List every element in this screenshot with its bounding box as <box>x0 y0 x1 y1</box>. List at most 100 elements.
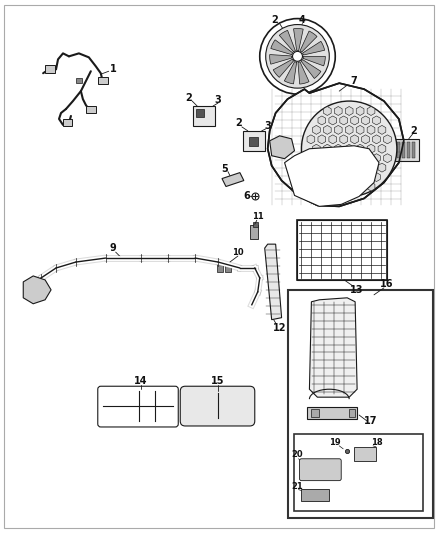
Polygon shape <box>345 107 353 116</box>
Text: 6: 6 <box>244 191 250 201</box>
Bar <box>98 77 108 84</box>
Polygon shape <box>378 125 386 134</box>
Polygon shape <box>367 163 375 172</box>
Polygon shape <box>323 107 331 116</box>
Polygon shape <box>298 62 309 84</box>
Polygon shape <box>378 163 386 172</box>
Bar <box>217 264 223 272</box>
Polygon shape <box>356 125 364 134</box>
Bar <box>407 142 410 158</box>
Polygon shape <box>345 163 353 172</box>
Circle shape <box>301 101 397 197</box>
Bar <box>397 142 400 158</box>
Circle shape <box>260 19 335 94</box>
Bar <box>293 434 423 512</box>
Polygon shape <box>329 154 337 163</box>
Bar <box>412 142 415 158</box>
Polygon shape <box>293 29 303 51</box>
Polygon shape <box>367 144 375 153</box>
FancyBboxPatch shape <box>98 386 178 427</box>
Polygon shape <box>340 173 348 182</box>
Bar <box>311 409 319 417</box>
Bar <box>250 225 258 239</box>
Polygon shape <box>351 116 359 125</box>
Text: 20: 20 <box>292 450 303 459</box>
Bar <box>76 78 82 83</box>
Text: 21: 21 <box>292 482 304 491</box>
Text: 10: 10 <box>232 248 244 256</box>
Polygon shape <box>318 154 326 163</box>
Polygon shape <box>351 135 359 144</box>
Text: 19: 19 <box>329 438 341 447</box>
Polygon shape <box>334 163 342 172</box>
Polygon shape <box>367 107 375 116</box>
Polygon shape <box>384 154 391 163</box>
Polygon shape <box>318 135 326 144</box>
Polygon shape <box>303 56 325 66</box>
Polygon shape <box>329 116 337 125</box>
Polygon shape <box>384 135 391 144</box>
Bar <box>297 220 387 280</box>
Polygon shape <box>285 146 379 206</box>
Text: LH: LH <box>335 193 344 199</box>
Text: 16: 16 <box>380 279 394 289</box>
Polygon shape <box>373 135 380 144</box>
Text: 12: 12 <box>273 322 286 333</box>
FancyBboxPatch shape <box>300 459 341 481</box>
Text: 3: 3 <box>215 95 221 105</box>
Text: 14: 14 <box>134 376 147 386</box>
Bar <box>402 142 405 158</box>
Text: 2: 2 <box>236 118 242 128</box>
Text: 11: 11 <box>252 212 264 221</box>
Bar <box>392 142 395 158</box>
Polygon shape <box>318 116 326 125</box>
Polygon shape <box>301 60 321 78</box>
Polygon shape <box>373 116 380 125</box>
Polygon shape <box>356 107 364 116</box>
Polygon shape <box>367 182 375 191</box>
Circle shape <box>293 51 303 61</box>
Text: 2: 2 <box>410 126 417 136</box>
Bar <box>307 407 357 419</box>
Polygon shape <box>270 136 294 159</box>
Polygon shape <box>345 182 353 191</box>
Bar <box>243 131 265 151</box>
Text: 2: 2 <box>185 93 191 103</box>
Polygon shape <box>356 163 364 172</box>
Polygon shape <box>345 125 353 134</box>
Text: 13: 13 <box>350 285 364 295</box>
Polygon shape <box>362 154 369 163</box>
Polygon shape <box>270 54 292 64</box>
Bar <box>389 139 419 160</box>
Text: 17: 17 <box>364 416 378 426</box>
Polygon shape <box>362 135 369 144</box>
Polygon shape <box>303 41 325 55</box>
Bar <box>301 489 329 500</box>
Polygon shape <box>312 144 320 153</box>
Bar <box>253 222 258 227</box>
Polygon shape <box>323 163 331 172</box>
Text: 15: 15 <box>211 376 225 386</box>
Bar <box>349 409 355 417</box>
Polygon shape <box>373 173 380 182</box>
Bar <box>354 447 376 461</box>
Polygon shape <box>356 182 364 191</box>
Polygon shape <box>323 144 331 153</box>
Polygon shape <box>334 182 342 191</box>
Circle shape <box>266 25 329 88</box>
Text: 1: 1 <box>110 64 117 74</box>
Polygon shape <box>334 144 342 153</box>
Polygon shape <box>312 125 320 134</box>
Polygon shape <box>340 154 348 163</box>
Polygon shape <box>279 30 295 52</box>
Polygon shape <box>309 298 357 397</box>
Polygon shape <box>268 83 404 206</box>
Bar <box>249 137 258 146</box>
Text: 4: 4 <box>299 14 306 25</box>
Polygon shape <box>356 144 364 153</box>
Text: 9: 9 <box>110 243 116 253</box>
Text: 7: 7 <box>351 76 357 86</box>
Polygon shape <box>334 107 342 116</box>
Text: 5: 5 <box>222 164 228 174</box>
Bar <box>297 220 387 280</box>
